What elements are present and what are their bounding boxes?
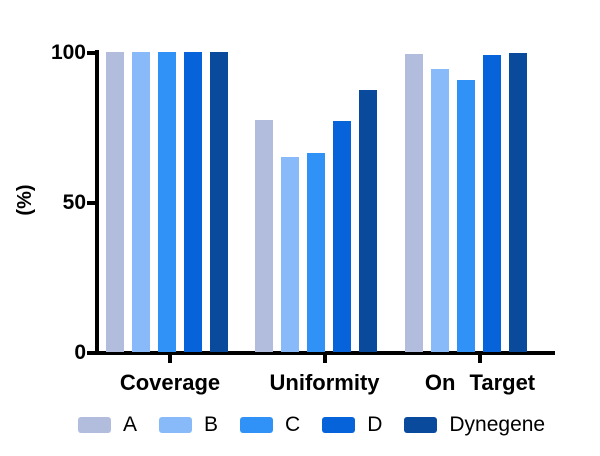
bar-a-uniformity bbox=[255, 120, 273, 352]
legend-swatch-c bbox=[240, 417, 274, 433]
bar-dynegene-uniformity bbox=[359, 89, 377, 352]
legend-item-dynegene: Dynegene bbox=[404, 413, 545, 437]
bar-dynegene-coverage bbox=[210, 52, 228, 352]
legend-item-d: D bbox=[322, 413, 382, 437]
y-tick-0 bbox=[87, 350, 96, 355]
bar-c-coverage bbox=[158, 52, 176, 352]
y-tick-50 bbox=[87, 200, 96, 205]
x-category-label-coverage: Coverage bbox=[119, 370, 221, 395]
bar-d-coverage bbox=[184, 52, 202, 352]
legend-label-b: B bbox=[204, 413, 219, 436]
legend-item-a: A bbox=[78, 413, 137, 437]
y-tick-label-100: 100 bbox=[50, 41, 86, 64]
legend-swatch-b bbox=[159, 417, 193, 433]
y-tick-label-50: 50 bbox=[62, 191, 86, 214]
x-tick-coverage bbox=[168, 355, 172, 363]
x-axis-line bbox=[95, 351, 555, 355]
bar-a-coverage bbox=[106, 52, 124, 352]
y-axis-line bbox=[95, 50, 99, 355]
legend-label-a: A bbox=[123, 413, 138, 436]
legend-swatch-dynegene bbox=[404, 417, 438, 433]
bar-b-uniformity bbox=[281, 157, 299, 352]
y-tick-label-0: 0 bbox=[74, 341, 86, 364]
legend: A B C D Dynegene bbox=[78, 413, 545, 437]
bar-c-on-target bbox=[457, 79, 475, 352]
x-tick-uniformity bbox=[322, 355, 327, 363]
bar-a-on-target bbox=[405, 53, 423, 352]
legend-swatch-d bbox=[322, 417, 356, 433]
bar-b-on-target bbox=[431, 68, 449, 352]
legend-label-d: D bbox=[367, 413, 383, 436]
bar-c-uniformity bbox=[307, 152, 325, 352]
legend-swatch-a bbox=[78, 417, 111, 433]
legend-label-dynegene: Dynegene bbox=[449, 413, 546, 436]
x-category-label-uniformity: Uniformity bbox=[269, 370, 380, 395]
legend-item-b: B bbox=[159, 413, 218, 437]
bar-d-on-target bbox=[483, 55, 501, 352]
legend-item-c: C bbox=[240, 413, 300, 437]
y-tick-100 bbox=[87, 50, 96, 55]
bar-b-coverage bbox=[132, 52, 150, 352]
x-category-label-on-target: On Target bbox=[424, 370, 536, 395]
bar-d-uniformity bbox=[333, 120, 351, 352]
legend-label-c: C bbox=[285, 413, 301, 436]
x-tick-on-target bbox=[478, 355, 482, 363]
bar-dynegene-on-target bbox=[509, 52, 527, 352]
